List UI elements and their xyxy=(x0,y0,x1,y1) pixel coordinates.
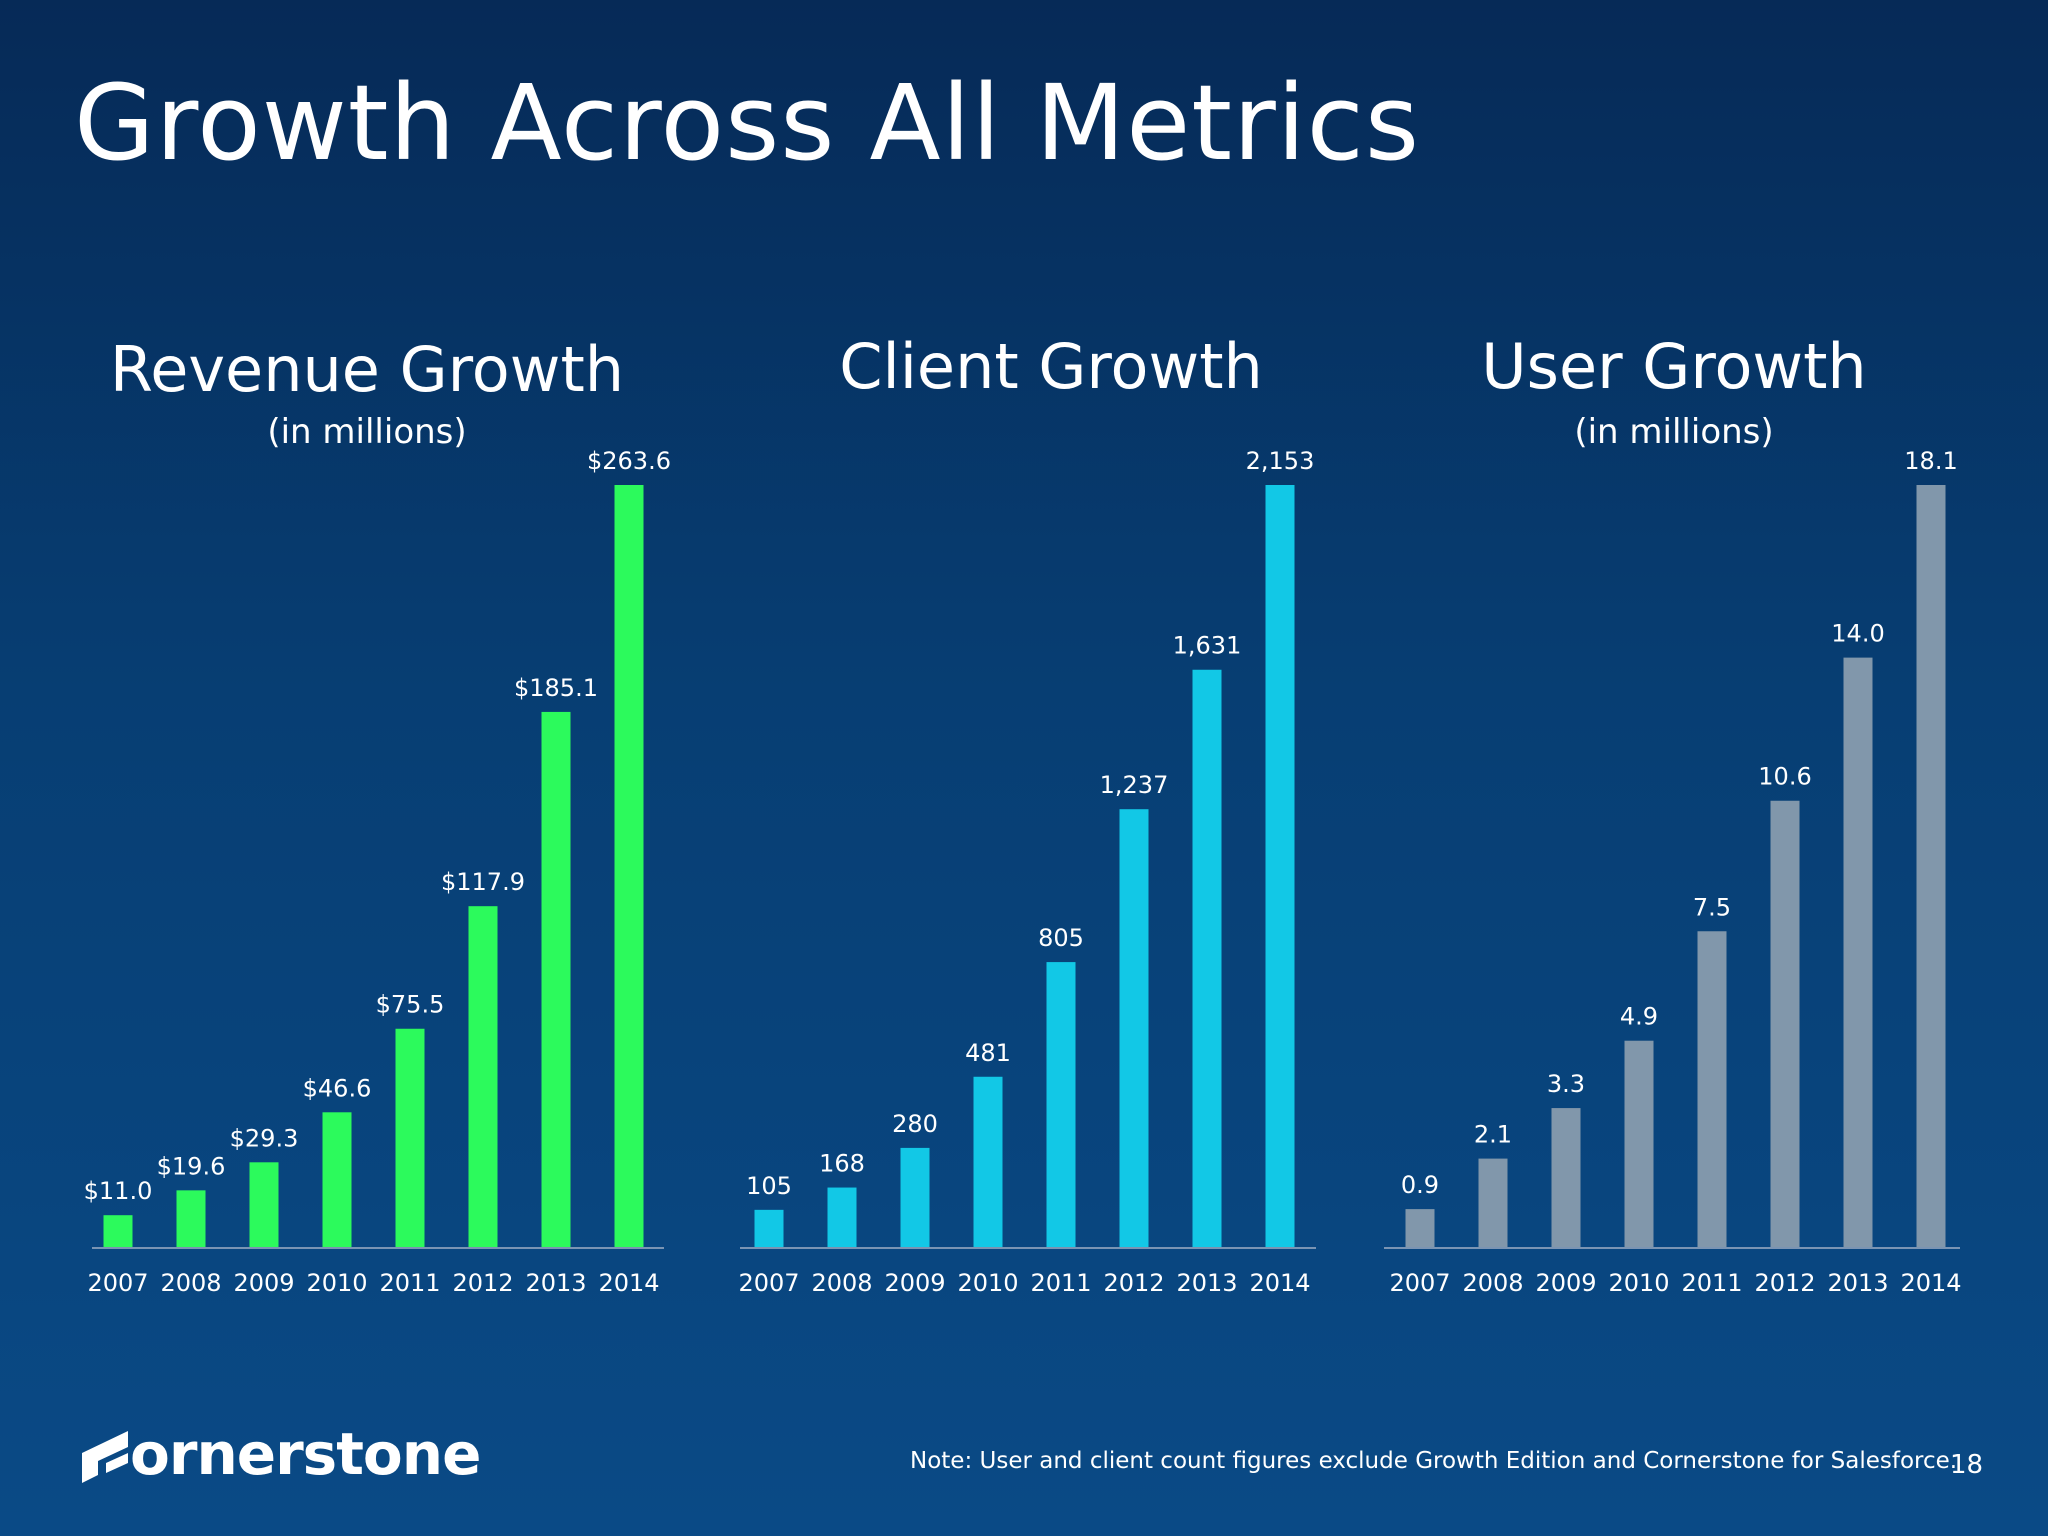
user-chart: 0.9 2007 2.1 2008 3.3 2009 4.9 2010 7.5 2011 10.6 2… xyxy=(1384,447,1962,1297)
client-data-label: 805 xyxy=(1038,924,1084,952)
revenue-x-tick-label: 2014 xyxy=(598,1269,659,1297)
client-data-label: 280 xyxy=(892,1110,938,1138)
user-data-label: 3.3 xyxy=(1547,1070,1585,1098)
cornerstone-logo: ornerstone xyxy=(78,1420,481,1488)
client-bar xyxy=(1046,962,1076,1247)
revenue-x-tick-label: 2007 xyxy=(87,1269,148,1297)
client-x-tick-label: 2014 xyxy=(1249,1269,1310,1297)
revenue-data-label: $19.6 xyxy=(157,1152,226,1180)
client-bar xyxy=(1192,669,1222,1247)
revenue-bar xyxy=(468,906,498,1247)
user-chart-title: User Growth xyxy=(1481,330,1867,403)
user-bar xyxy=(1843,657,1873,1247)
user-x-tick-label: 2007 xyxy=(1389,1269,1450,1297)
user-x-tick-label: 2012 xyxy=(1754,1269,1815,1297)
revenue-bar xyxy=(395,1028,425,1247)
user-bar xyxy=(1478,1158,1508,1247)
client-x-tick-label: 2011 xyxy=(1030,1269,1091,1297)
user-x-tick-label: 2010 xyxy=(1608,1269,1669,1297)
revenue-data-label: $263.6 xyxy=(587,447,671,475)
footnote: Note: User and client count figures excl… xyxy=(910,1448,1958,1474)
client-x-tick-label: 2013 xyxy=(1176,1269,1237,1297)
revenue-x-tick-label: 2010 xyxy=(306,1269,367,1297)
client-x-tick-label: 2012 xyxy=(1103,1269,1164,1297)
client-chart-title: Client Growth xyxy=(839,330,1263,403)
revenue-bar xyxy=(614,485,644,1247)
revenue-data-label: $185.1 xyxy=(514,674,598,702)
user-bar xyxy=(1770,800,1800,1247)
user-chart-subtitle: (in millions) xyxy=(1574,412,1774,452)
user-data-label: 10.6 xyxy=(1758,763,1811,791)
client-x-tick-label: 2010 xyxy=(957,1269,1018,1297)
user-data-label: 2.1 xyxy=(1474,1121,1512,1149)
client-bar xyxy=(1119,809,1149,1247)
user-bar xyxy=(1551,1108,1581,1247)
revenue-x-tick-label: 2013 xyxy=(525,1269,586,1297)
client-bar xyxy=(973,1076,1003,1247)
revenue-data-label: $75.5 xyxy=(376,991,445,1019)
slide-title: Growth Across All Metrics xyxy=(74,62,1421,184)
user-x-tick-label: 2013 xyxy=(1827,1269,1888,1297)
user-x-tick-label: 2009 xyxy=(1535,1269,1596,1297)
revenue-bar xyxy=(176,1190,206,1247)
user-bar xyxy=(1916,485,1946,1247)
client-data-label: 105 xyxy=(746,1172,792,1200)
revenue-bar xyxy=(103,1215,133,1247)
client-x-tick-label: 2007 xyxy=(738,1269,799,1297)
logo-text: ornerstone xyxy=(130,1420,481,1488)
user-bar xyxy=(1697,931,1727,1247)
client-x-tick-label: 2008 xyxy=(811,1269,872,1297)
user-bar xyxy=(1624,1040,1654,1247)
revenue-data-label: $46.6 xyxy=(303,1074,372,1102)
revenue-bar xyxy=(249,1162,279,1247)
revenue-chart-subtitle: (in millions) xyxy=(267,412,467,452)
client-x-tick-label: 2009 xyxy=(884,1269,945,1297)
client-data-label: 1,237 xyxy=(1100,771,1169,799)
client-data-label: 481 xyxy=(965,1039,1011,1067)
revenue-x-tick-label: 2012 xyxy=(452,1269,513,1297)
client-bar xyxy=(1265,485,1295,1247)
revenue-data-label: $29.3 xyxy=(230,1124,299,1152)
client-data-label: 2,153 xyxy=(1246,447,1315,475)
revenue-x-tick-label: 2011 xyxy=(379,1269,440,1297)
client-chart: 105 2007 168 2008 280 2009 481 2010 805 2011 1,237… xyxy=(738,447,1316,1297)
user-data-label: 4.9 xyxy=(1620,1003,1658,1031)
revenue-data-label: $11.0 xyxy=(84,1177,153,1205)
revenue-data-label: $117.9 xyxy=(441,868,525,896)
cornerstone-c-icon xyxy=(82,1431,128,1483)
revenue-chart: $11.0 2007 $19.6 2008 $29.3 2009 $46.6 2010 $75.… xyxy=(84,447,671,1297)
revenue-x-tick-label: 2009 xyxy=(233,1269,294,1297)
revenue-chart-title: Revenue Growth xyxy=(109,333,625,406)
revenue-bar xyxy=(541,711,571,1247)
client-bar xyxy=(827,1187,857,1247)
user-x-tick-label: 2014 xyxy=(1900,1269,1961,1297)
revenue-x-tick-label: 2008 xyxy=(160,1269,221,1297)
client-data-label: 168 xyxy=(819,1150,865,1178)
user-data-label: 7.5 xyxy=(1693,893,1731,921)
user-data-label: 0.9 xyxy=(1401,1171,1439,1199)
user-data-label: 14.0 xyxy=(1831,620,1884,648)
page-number: 18 xyxy=(1950,1450,1984,1480)
user-data-label: 18.1 xyxy=(1904,447,1957,475)
revenue-bar xyxy=(322,1112,352,1247)
user-x-tick-label: 2011 xyxy=(1681,1269,1742,1297)
client-bar xyxy=(754,1209,784,1247)
user-x-tick-label: 2008 xyxy=(1462,1269,1523,1297)
client-bar xyxy=(900,1147,930,1247)
user-bar xyxy=(1405,1209,1435,1247)
client-data-label: 1,631 xyxy=(1173,632,1242,660)
